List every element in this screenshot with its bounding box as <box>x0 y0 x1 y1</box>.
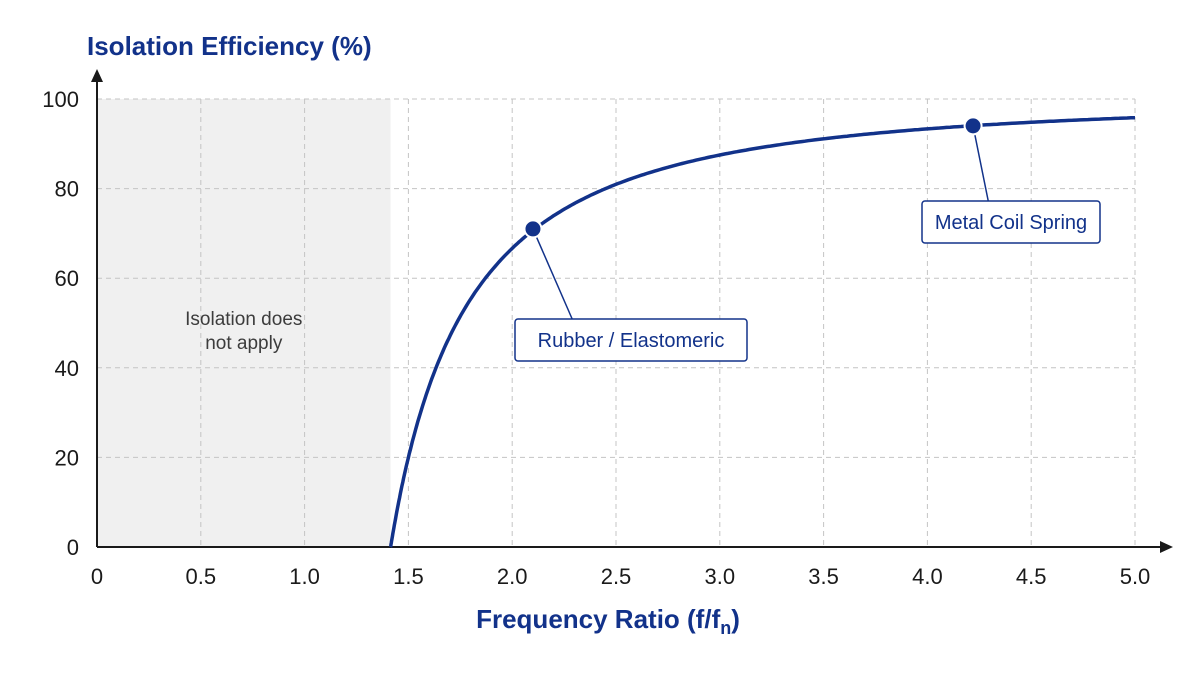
callout-marker <box>963 116 983 136</box>
x-axis-title-close: ) <box>731 604 740 634</box>
y-tick-label: 60 <box>55 266 79 291</box>
efficiency-curve <box>388 115 1136 548</box>
y-axis-arrow <box>91 69 103 82</box>
y-tick-label: 80 <box>55 177 79 202</box>
x-axis-arrow <box>1160 541 1173 553</box>
y-tick-label: 0 <box>67 535 79 560</box>
shaded-region-label-line1: Isolation does <box>185 309 302 330</box>
callout-box <box>921 200 1101 244</box>
y-tick-label: 100 <box>42 87 79 112</box>
x-tick-label: 0 <box>91 564 103 589</box>
y-tick-labels: 0 20 40 60 80 100 <box>42 87 79 560</box>
y-axis-title: Isolation Efficiency (%) <box>87 31 372 61</box>
x-tick-labels: 0 0.5 1.0 1.5 2.0 2.5 3.0 3.5 4.0 4.5 5.0 <box>91 564 1150 589</box>
callout-leader-line <box>532 228 573 320</box>
callout-label: Rubber / Elastomeric <box>538 330 725 352</box>
shaded-region <box>97 99 391 547</box>
x-axis-title-main: Frequency Ratio (f/f <box>476 604 720 634</box>
x-tick-label: 3.5 <box>808 564 839 589</box>
callouts: Rubber / Elastomeric Metal Coil Spring <box>514 116 1101 362</box>
callout-marker <box>523 219 543 239</box>
x-tick-label: 1.5 <box>393 564 424 589</box>
x-tick-label: 5.0 <box>1120 564 1151 589</box>
x-tick-label: 2.0 <box>497 564 528 589</box>
shaded-region-label-line2: not apply <box>205 333 283 354</box>
y-tick-label: 40 <box>55 356 79 381</box>
callout-leader-line <box>972 125 989 202</box>
x-tick-label: 3.0 <box>705 564 736 589</box>
x-tick-label: 2.5 <box>601 564 632 589</box>
callout-box <box>514 318 748 362</box>
x-tick-label: 4.5 <box>1016 564 1047 589</box>
axes <box>91 69 1173 553</box>
y-tick-label: 20 <box>55 445 79 470</box>
x-tick-label: 4.0 <box>912 564 943 589</box>
x-axis-title: Frequency Ratio (f/fn) <box>476 604 740 638</box>
x-axis-title-subscript: n <box>720 618 731 638</box>
x-tick-label: 0.5 <box>186 564 217 589</box>
grid <box>97 98 1136 547</box>
callout-label: Metal Coil Spring <box>935 212 1087 234</box>
x-tick-label: 1.0 <box>289 564 320 589</box>
